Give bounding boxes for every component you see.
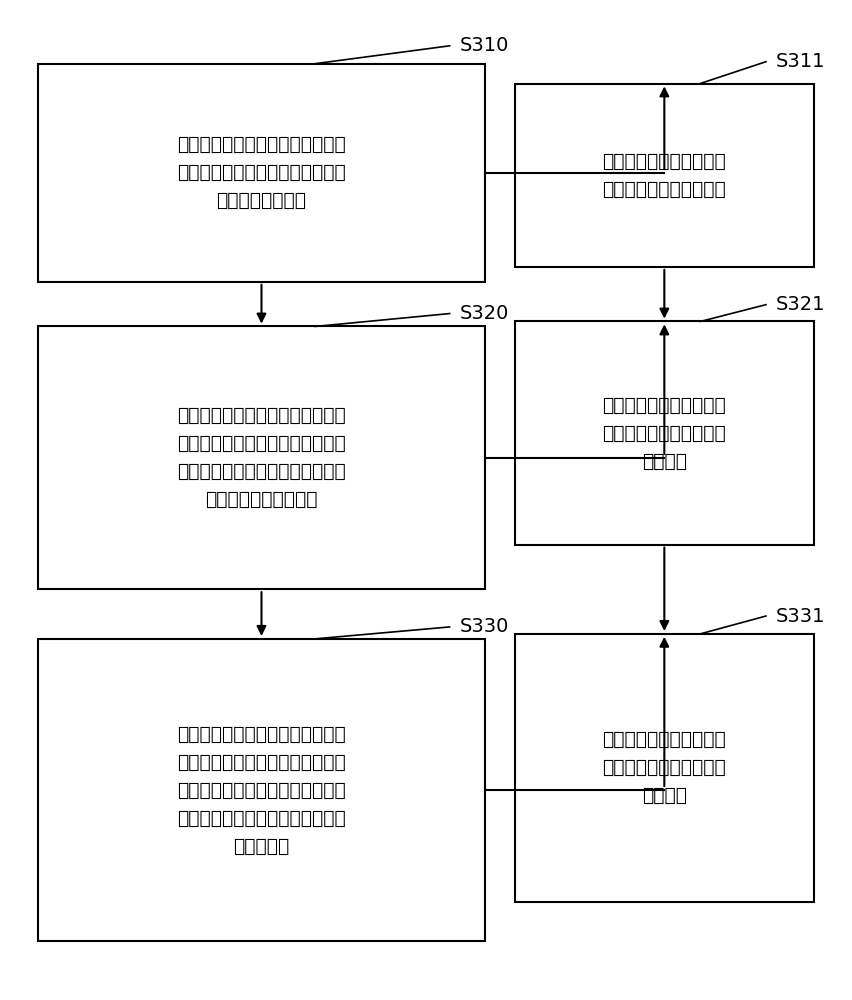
FancyBboxPatch shape: [515, 321, 815, 545]
Text: 在不能获取预设时间段内的菱镁矿
投入量，但能够获取菱镁矿的实际
化学成分数据的情况下，获取菱镁
矿的实际化学成分数据: 在不能获取预设时间段内的菱镁矿 投入量，但能够获取菱镁矿的实际 化学成分数据的情…: [177, 406, 346, 509]
FancyBboxPatch shape: [515, 84, 815, 267]
FancyBboxPatch shape: [37, 326, 485, 589]
FancyBboxPatch shape: [515, 634, 815, 902]
Text: 基于菱镁矿的理论化学成
分数据，获取二氧化碳的
排放因子: 基于菱镁矿的理论化学成 分数据，获取二氧化碳的 排放因子: [602, 730, 726, 805]
Text: 在能够获取预设时间段内的菱镁矿
投入量的情况下，获取预设时间段
内的菱镁矿投入量: 在能够获取预设时间段内的菱镁矿 投入量的情况下，获取预设时间段 内的菱镁矿投入量: [177, 135, 346, 210]
Text: S311: S311: [776, 52, 826, 71]
Text: S321: S321: [776, 295, 826, 314]
Text: S310: S310: [460, 36, 509, 55]
Text: S320: S320: [460, 304, 509, 323]
Text: 基于菱镁矿的实际化学成
分数据，获取二氧化碳的
排放因子: 基于菱镁矿的实际化学成 分数据，获取二氧化碳的 排放因子: [602, 396, 726, 471]
Text: S331: S331: [776, 607, 826, 626]
FancyBboxPatch shape: [37, 64, 485, 282]
FancyBboxPatch shape: [37, 639, 485, 941]
Text: 基于预设时间段内的菱镁
矿投入量，确定排放因子: 基于预设时间段内的菱镁 矿投入量，确定排放因子: [602, 152, 726, 199]
Text: 在不能获取预设时间段内的菱镁矿
投入量和实际化学成分数据，但能
够获取菱镁矿的理论化学成分数据
的情况下，获取菱镁矿的理论化学
成分数据；: 在不能获取预设时间段内的菱镁矿 投入量和实际化学成分数据，但能 够获取菱镁矿的理…: [177, 725, 346, 856]
Text: S330: S330: [460, 617, 509, 636]
